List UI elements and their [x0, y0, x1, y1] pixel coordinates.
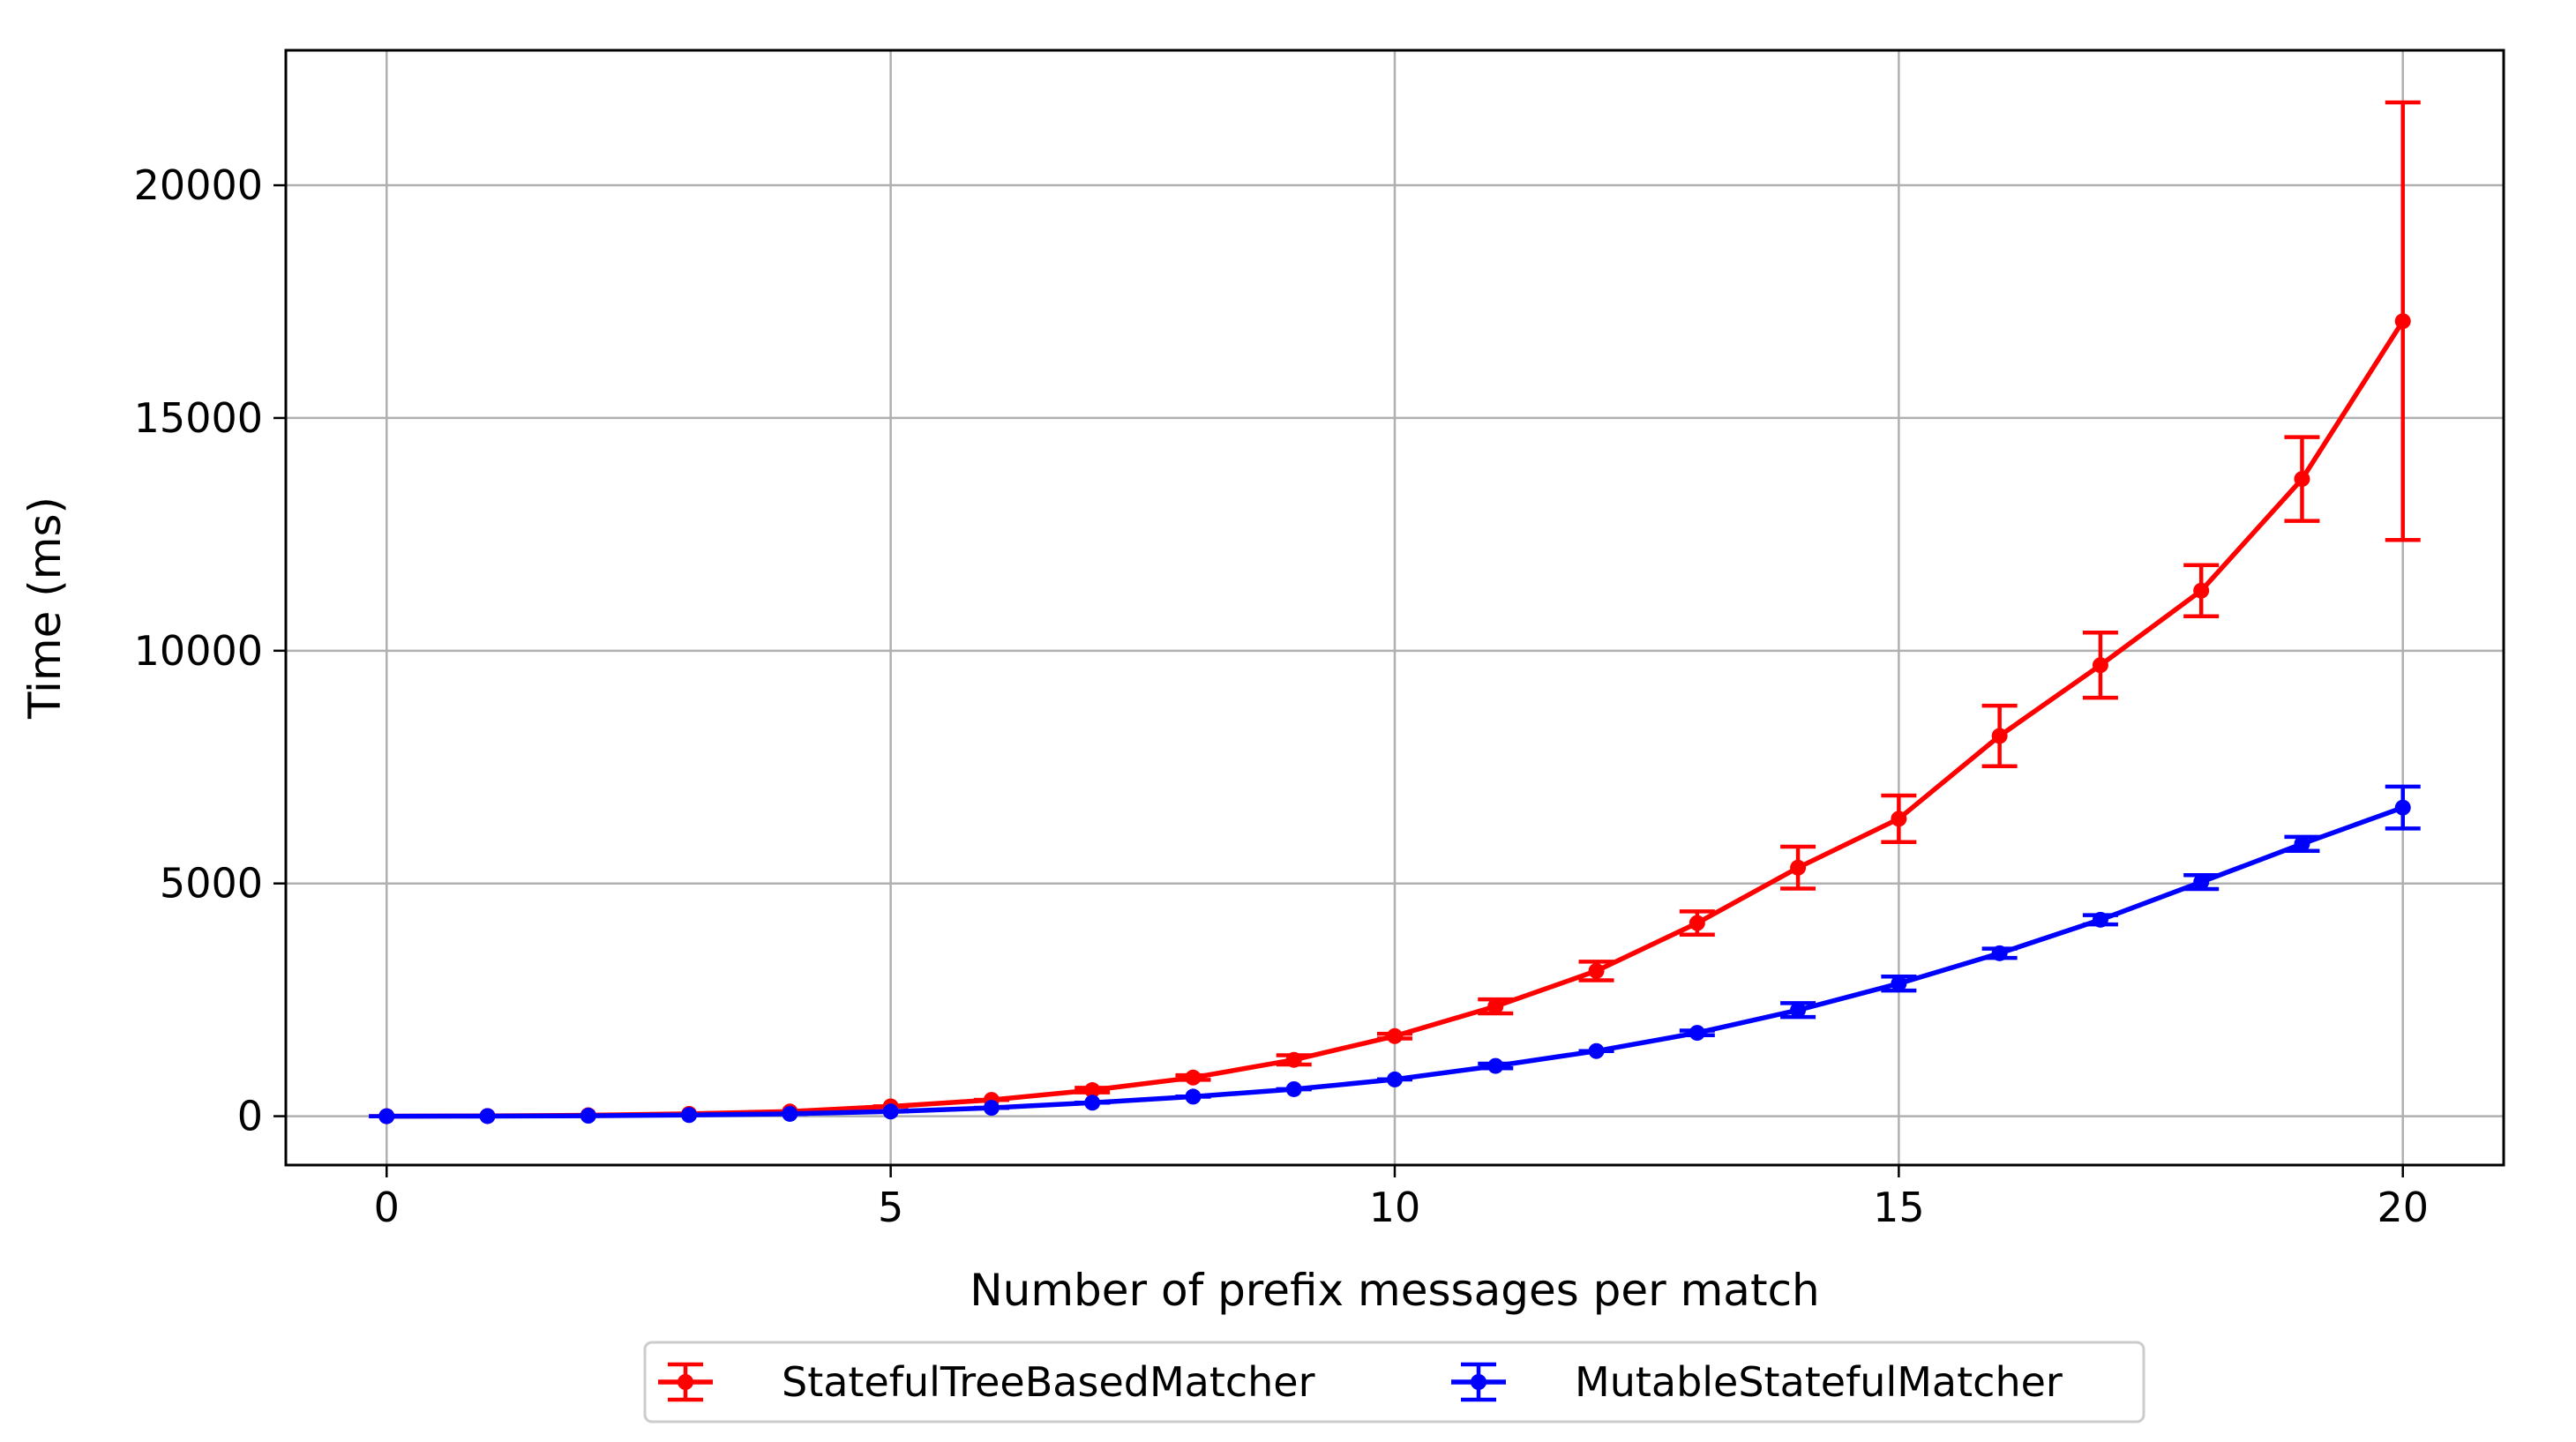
data-point: [2092, 911, 2108, 928]
data-point: [1689, 1025, 1705, 1042]
data-point: [1487, 998, 1504, 1015]
data-point: [1588, 962, 1605, 979]
x-tick-label: 20: [2377, 1184, 2429, 1231]
data-point: [1084, 1082, 1101, 1099]
data-point: [1487, 1057, 1504, 1074]
x-tick-label: 15: [1873, 1184, 1925, 1231]
data-point: [479, 1108, 496, 1124]
data-point: [1185, 1069, 1202, 1086]
legend-item: MutableStatefulMatcher: [1451, 1358, 2063, 1406]
y-axis-label: Time (ms): [19, 497, 71, 720]
data-point: [2193, 874, 2210, 891]
data-point: [1285, 1080, 1302, 1097]
data-point: [1689, 915, 1705, 931]
data-point: [580, 1108, 596, 1124]
data-point: [2394, 313, 2411, 330]
data-point: [1790, 859, 1807, 876]
data-point: [782, 1105, 798, 1122]
legend-label: MutableStatefulMatcher: [1575, 1358, 2063, 1406]
data-point: [1891, 975, 1907, 992]
data-point: [1991, 728, 2008, 744]
legend: StatefulTreeBasedMatcher MutableStatefulM…: [643, 1341, 2145, 1423]
x-tick-label: 10: [1369, 1184, 1421, 1231]
data-point: [2294, 471, 2310, 488]
legend-frame: [643, 1341, 2145, 1423]
y-tick-label: 0: [237, 1093, 263, 1140]
y-tick-label: 5000: [160, 860, 263, 908]
data-point: [1185, 1088, 1202, 1105]
data-point: [2193, 582, 2210, 599]
data-point: [681, 1107, 698, 1124]
y-tick-label: 10000: [134, 627, 263, 675]
axis-ticks: 0 5 10 15 20 0 5000 10000 15000 20000: [134, 161, 2429, 1231]
series-MutableStatefulMatcher: [369, 784, 2421, 1124]
plot-area: [369, 100, 2421, 1124]
data-point: [2092, 657, 2108, 674]
x-axis-label: Number of prefix messages per match: [970, 1265, 1820, 1316]
x-tick-label: 0: [374, 1184, 400, 1231]
data-point: [1387, 1071, 1403, 1087]
data-point: [2294, 835, 2310, 852]
data-point: [1790, 1002, 1807, 1019]
legend-label: StatefulTreeBasedMatcher: [782, 1358, 1315, 1406]
data-point: [882, 1103, 899, 1120]
legend-item: StatefulTreeBasedMatcher: [658, 1358, 1315, 1406]
data-point: [378, 1108, 395, 1124]
grid: [286, 50, 2504, 1165]
data-point: [2394, 799, 2411, 816]
y-tick-label: 20000: [134, 161, 263, 209]
data-point: [983, 1100, 1000, 1117]
data-point: [1891, 811, 1907, 827]
data-point: [1387, 1027, 1403, 1044]
x-tick-label: 5: [878, 1184, 903, 1231]
y-tick-label: 15000: [134, 394, 263, 442]
data-point: [1084, 1095, 1101, 1111]
data-point: [1991, 945, 2008, 961]
data-point: [1588, 1042, 1605, 1059]
data-point: [1285, 1051, 1302, 1068]
